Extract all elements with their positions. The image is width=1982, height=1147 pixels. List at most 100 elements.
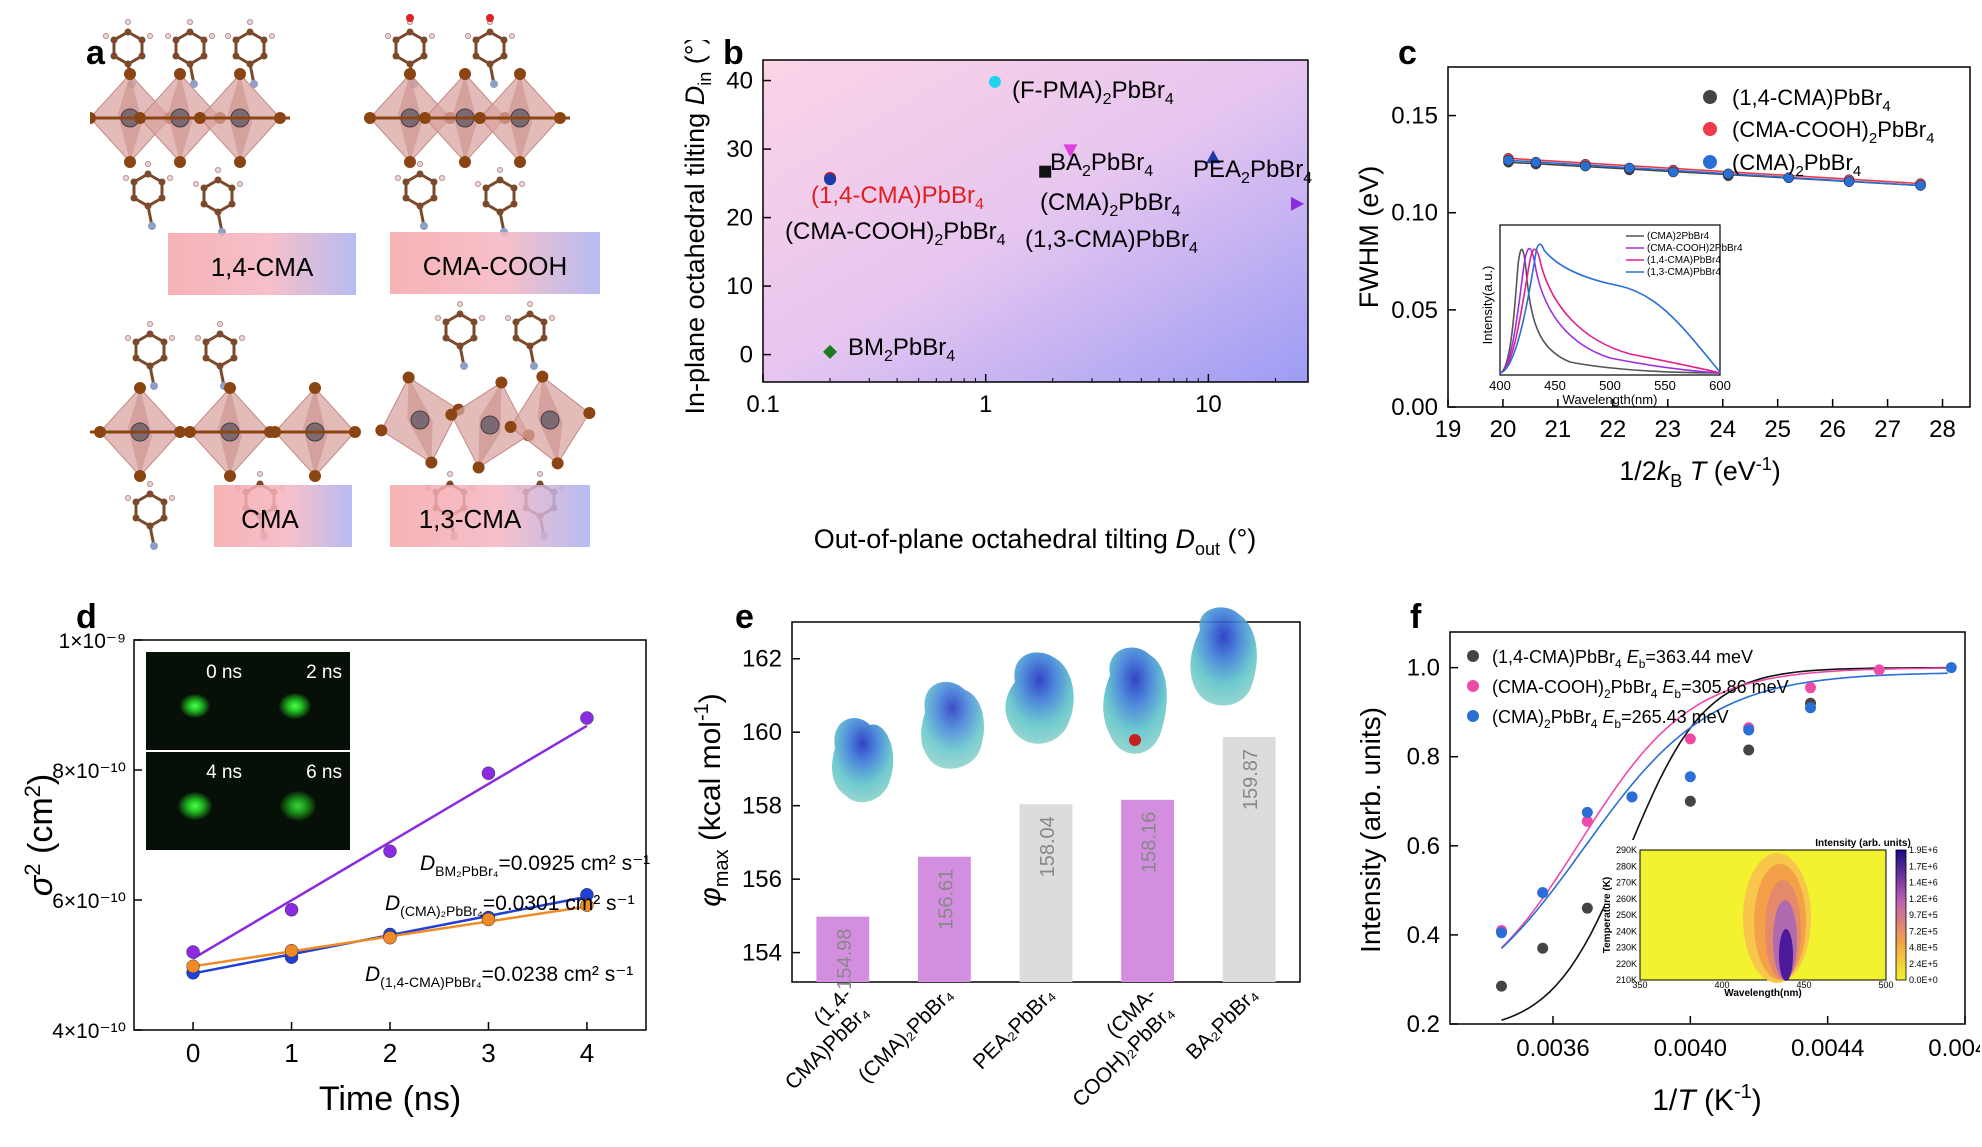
f-inset-ytick: 290K <box>1616 845 1637 855</box>
panel-b-chart: 0.1 1 10 0 10 20 30 40 (F-PMA)2PbBr4 BA2PbBr4 P… <box>680 40 1312 559</box>
label-bm: BM2PbBr4 <box>848 334 955 365</box>
label-cma: CMA <box>241 504 299 534</box>
b-point-bm2pbbr4 <box>823 344 838 359</box>
d-point-2-0 <box>186 959 200 974</box>
label-fpma: (F-PMA)2PbBr4 <box>1012 77 1174 108</box>
f-point-1-4 <box>1684 733 1696 745</box>
label-1-4-cma: 1,4-CMA <box>211 252 314 282</box>
x-axis-title-f: 1/T (K-1) <box>1652 1081 1762 1117</box>
d-point-2-2 <box>383 930 397 945</box>
e-bar-4 <box>1222 736 1276 982</box>
e-bar-1 <box>917 856 971 982</box>
f-point-2-7 <box>1945 662 1957 674</box>
f-inset-cbar-tick: 0.0E+0 <box>1909 975 1938 985</box>
d-point-0-4 <box>580 711 594 725</box>
f-inset-xtick: 400 <box>1714 980 1729 990</box>
d-xtick-label: 1 <box>284 1038 298 1068</box>
legend-f-item-0: (1,4-CMA)PbBr4 Eb=363.44 meV <box>1492 647 1753 671</box>
d-ytick-label: 4×10⁻¹⁰ <box>52 1020 126 1043</box>
c-xtick-label: 22 <box>1599 416 1626 443</box>
f-inset-xtick: 350 <box>1632 980 1647 990</box>
structure-1-4-cma: 1,4-CMA <box>90 18 356 295</box>
y-axis-title-e: φmax (kcal mol-1) <box>691 693 733 907</box>
e-ytick-label: 156 <box>742 866 782 893</box>
c-point-2-6 <box>1783 172 1794 183</box>
c-xtick-label: 19 <box>1435 416 1462 443</box>
f-inset-ytick: 260K <box>1616 894 1637 904</box>
inset-c-ylabel: Intensity(a.u.) <box>1480 266 1495 345</box>
b-xtick-label: 0.1 <box>746 391 779 418</box>
inset-f-heatmap: 350 400 450 500 210K 220K 230K 240K 250K 260K 270K… <box>1602 838 1938 999</box>
f-inset-cbar-tick: 7.2E+5 <box>1909 926 1938 936</box>
e-ytick-label: 154 <box>742 940 782 967</box>
structure-cma: CMA <box>90 320 362 552</box>
inset-d-label-3: 6 ns <box>306 762 342 783</box>
f-inset-cbar-tick: 1.9E+6 <box>1909 845 1938 855</box>
f-point-0-2 <box>1581 902 1593 914</box>
plot-area-b <box>762 59 1309 383</box>
y-axis-title-b: In-plane octahedral tilting Din (°) <box>680 40 715 415</box>
inset-d-images: 0 ns 2 ns 4 ns 6 ns <box>146 652 350 850</box>
d-point-0-1 <box>284 903 299 917</box>
e-xtick-label-3: (CMA-COOH)₂PbBr₄ <box>1051 983 1179 1111</box>
panel-letter-c: c <box>1398 34 1417 72</box>
c-xtick-label: 25 <box>1764 416 1791 443</box>
e-xtick-label-4: BA₂PbBr₄ <box>1182 983 1263 1064</box>
label-ba: BA2PbBr4 <box>1050 149 1153 180</box>
inset-d-label-2: 4 ns <box>206 762 242 783</box>
f-inset-cbar-tick: 1.2E+6 <box>1909 894 1938 904</box>
c-point-2-7 <box>1843 176 1855 187</box>
panel-a-structures: 1,4-CMA CMA-COOH CMA 1,3-CMA <box>90 14 605 552</box>
label-cma-cooh: CMA-COOH <box>423 251 567 281</box>
f-ytick-label: 0.6 <box>1407 833 1440 860</box>
d-ytick-label: 1×10⁻⁹ <box>59 630 126 653</box>
c-xtick-label: 24 <box>1709 416 1736 443</box>
f-ytick-label: 0.8 <box>1407 744 1440 771</box>
f-xtick-label: 0.0044 <box>1791 1035 1864 1062</box>
c-ytick-label: 0.00 <box>1391 394 1438 421</box>
f-inset-ytick: 250K <box>1616 910 1637 920</box>
c-xtick-label: 27 <box>1874 416 1901 443</box>
annotation-d-cma: D(CMA)₂PbBr₄=0.0301 cm² s⁻¹ <box>385 892 635 919</box>
inset-d-label-1: 2 ns <box>306 662 342 683</box>
f-point-2-6 <box>1805 702 1816 714</box>
b-ytick-label: 10 <box>726 273 753 300</box>
d-point-2-4 <box>580 898 594 912</box>
c-xtick-label: 26 <box>1819 416 1846 443</box>
e-xtick-label-0: (1,4-CMA)PbBr₄ <box>763 983 874 1094</box>
b-point--1-3-cma-pbbr4 <box>1291 196 1305 211</box>
f-fit-curve-1 <box>1500 667 1948 949</box>
panel-letter-a: a <box>86 34 105 72</box>
f-point-2-3 <box>1626 791 1638 803</box>
f-inset-ytick: 270K <box>1616 878 1637 888</box>
d-xtick-label: 4 <box>580 1038 594 1068</box>
c-ytick-label: 0.10 <box>1391 200 1438 227</box>
d-ytick-label: 6×10⁻¹⁰ <box>52 890 126 913</box>
f-point-0-4 <box>1684 795 1696 807</box>
f-point-0-5 <box>1743 744 1755 756</box>
b-xtick-label: 10 <box>1195 391 1222 418</box>
inset-legend-1: (CMA-COOH)2PbBr4 <box>1647 243 1743 254</box>
b-point--f-pma-2pbbr4 <box>988 75 1001 88</box>
structure-cma-cooh: CMA-COOH <box>363 14 600 294</box>
f-point-2-0 <box>1496 927 1507 939</box>
e-ytick-label: 162 <box>742 646 782 673</box>
inset-legend-2: (1,4-CMA)PbBr4 <box>1647 255 1721 266</box>
f-point-2-2 <box>1581 806 1593 818</box>
c-xtick-label: 20 <box>1490 416 1517 443</box>
d-point-0-0 <box>186 945 200 959</box>
x-axis-title-c: 1/2kB T (eV-1) <box>1619 454 1781 491</box>
x-axis-title-d: Time (ns) <box>319 1080 461 1118</box>
e-xtick-label-2: PEA₂PbBr₄ <box>969 983 1060 1074</box>
inset-c-xtick-3: 550 <box>1654 378 1676 393</box>
label-cma: (CMA)2PbBr4 <box>1040 189 1181 220</box>
panel-letter-b: b <box>723 34 744 72</box>
b-ytick-label: 30 <box>726 136 753 163</box>
e-bar-value-3: 158.16 <box>1139 812 1161 873</box>
e-bar-2 <box>1019 804 1073 982</box>
f-point-1-2 <box>1581 815 1593 827</box>
e-bar-3 <box>1121 799 1175 982</box>
f-inset-cbar-tick: 9.7E+5 <box>1909 910 1938 920</box>
c-point-2-8 <box>1915 180 1926 191</box>
legend-f: (1,4-CMA)PbBr4 Eb=363.44 meV (CMA-COOH)2… <box>1467 647 1789 731</box>
